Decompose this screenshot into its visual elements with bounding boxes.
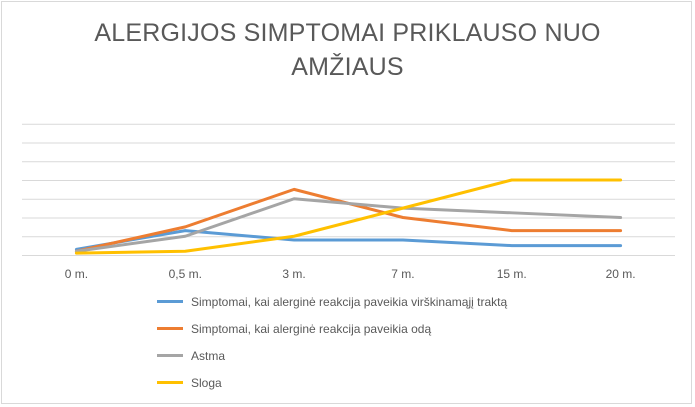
chart-title-line-1: ALERGIJOS SIMPTOMAI PRIKLAUSO NUO [94,19,601,47]
legend-label: Astma [191,348,226,363]
chart-title-line-2: AMŽIAUS [291,53,404,81]
legend-label: Simptomai, kai alerginė reakcija paveiki… [191,321,432,336]
series-line-1 [74,229,623,251]
legend-swatch [157,381,183,384]
legend-item: Simptomai, kai alerginė reakcija paveiki… [157,315,507,342]
legend-item: Astma [157,342,507,369]
chart-title: ALERGIJOS SIMPTOMAI PRIKLAUSO NUO AMŽIAU… [2,16,693,84]
legend-item: Sloga [157,369,507,396]
x-tick-label: 7 m. [391,267,414,281]
series-line-3 [74,197,623,253]
x-tick-label: 0,5 m. [169,267,202,281]
legend: Simptomai, kai alerginė reakcija paveiki… [157,288,507,396]
series-line-2 [74,187,623,253]
x-tick-label: 3 m. [282,267,305,281]
legend-item: Simptomai, kai alerginė reakcija paveiki… [157,288,507,315]
legend-label: Simptomai, kai alerginė reakcija paveiki… [191,294,508,309]
x-tick-label: 0 m. [65,267,88,281]
x-tick-label: 15 m. [497,267,527,281]
legend-swatch [157,354,183,357]
x-tick-label: 20 m. [606,267,636,281]
legend-label: Sloga [191,375,222,390]
series-line-4 [74,178,623,255]
legend-swatch [157,327,183,330]
legend-swatch [157,300,183,303]
